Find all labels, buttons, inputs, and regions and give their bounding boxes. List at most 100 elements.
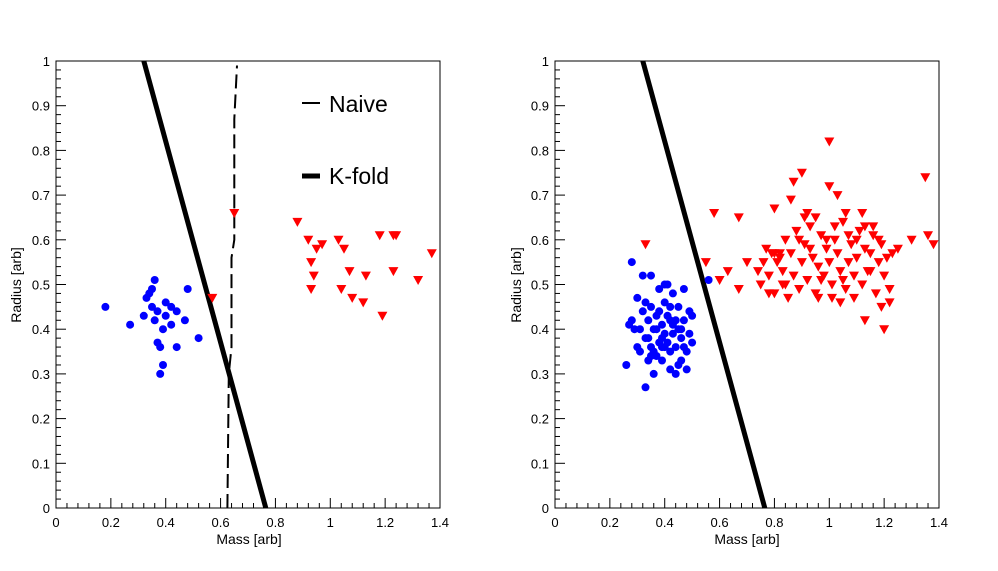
data-point-triangle	[709, 209, 720, 218]
data-point-circle	[658, 320, 666, 329]
data-point-circle	[636, 325, 644, 334]
data-point-triangle	[838, 276, 848, 285]
data-point-triangle	[714, 276, 725, 285]
x-tick-label: 1.2	[376, 515, 394, 530]
data-point-triangle	[799, 213, 810, 223]
data-point-circle	[148, 302, 156, 311]
y-tick-label: 0.5	[531, 278, 549, 293]
data-point-triangle	[840, 209, 851, 218]
y-tick-label: 0.4	[32, 322, 50, 337]
data-point-triangle	[780, 280, 791, 290]
data-point-circle	[658, 343, 666, 352]
data-point-triangle	[292, 217, 303, 227]
data-point-circle	[671, 369, 680, 378]
y-tick-label: 0.7	[32, 188, 50, 203]
data-point-circle	[180, 316, 189, 325]
data-point-triangle	[813, 293, 824, 303]
data-point-circle	[194, 334, 203, 343]
data-point-circle	[153, 307, 162, 316]
data-point-triangle	[829, 222, 840, 232]
y-tick-label: 0.6	[32, 233, 50, 248]
x-tick-label: 1.4	[930, 515, 948, 530]
x-tick-label: 1	[327, 515, 334, 530]
data-point-triangle	[813, 262, 824, 272]
data-point-triangle	[857, 280, 868, 290]
data-point-circle	[685, 329, 694, 338]
data-point-circle	[674, 302, 683, 311]
data-point-triangle	[303, 235, 314, 245]
naive-boundary-line	[226, 65, 238, 509]
data-point-triangle	[785, 249, 796, 259]
data-point-circle	[658, 334, 666, 343]
data-point-triangle	[339, 244, 349, 254]
y-tick-label: 0.9	[32, 99, 50, 114]
y-tick-label: 0.1	[32, 456, 50, 471]
data-point-circle	[167, 302, 176, 311]
data-point-triangle	[780, 235, 791, 245]
data-point-circle	[630, 325, 639, 334]
data-point-circle	[183, 285, 192, 293]
data-point-triangle	[846, 240, 857, 250]
data-point-circle	[658, 356, 666, 365]
data-point-triangle	[857, 209, 868, 218]
data-point-triangle	[358, 298, 369, 308]
data-point-triangle	[807, 253, 818, 263]
x-tick-label: 0.4	[157, 515, 175, 530]
x-tick-label: 0.4	[656, 515, 674, 530]
data-point-circle	[682, 365, 691, 374]
data-point-triangle	[753, 267, 763, 277]
legend: Naive K-fold	[302, 91, 389, 189]
data-point-triangle	[769, 204, 780, 214]
data-point-circle	[666, 316, 675, 325]
y-tick-label: 0.7	[531, 188, 549, 203]
data-point-triangle	[821, 235, 832, 245]
data-point-triangle	[838, 217, 848, 227]
data-point-circle	[633, 293, 642, 302]
data-point-triangle	[870, 289, 881, 299]
data-point-triangle	[763, 289, 774, 299]
data-point-triangle	[884, 298, 895, 308]
data-point-triangle	[805, 222, 816, 232]
data-point-triangle	[774, 253, 785, 263]
data-point-circle	[126, 320, 135, 329]
data-point-triangle	[377, 311, 388, 321]
data-point-circle	[638, 307, 647, 316]
y-axis-label: Radius [arb]	[508, 247, 524, 322]
data-point-circle	[638, 271, 647, 280]
data-point-triangle	[928, 240, 939, 250]
data-point-triangle	[840, 285, 851, 294]
data-point-circle	[101, 302, 110, 311]
data-point-circle	[647, 271, 655, 280]
data-point-triangle	[859, 244, 870, 254]
data-point-circle	[660, 298, 669, 307]
data-point-triangle	[347, 293, 358, 303]
data-point-triangle	[311, 244, 322, 254]
data-point-circle	[671, 343, 680, 352]
data-point-triangle	[700, 258, 711, 268]
x-tick-label: 0	[52, 515, 59, 530]
data-point-triangle	[640, 240, 651, 250]
data-point-triangle	[923, 231, 933, 241]
data-point-circle	[671, 316, 680, 325]
data-point-triangle	[229, 209, 240, 218]
data-point-circle	[668, 329, 677, 338]
data-point-circle	[679, 285, 688, 293]
x-axis-label: Mass [arb]	[714, 531, 779, 547]
data-point-triangle	[865, 267, 876, 277]
data-point-triangle	[865, 249, 876, 259]
data-point-triangle	[333, 235, 344, 245]
data-point-triangle	[920, 173, 931, 183]
kfold-boundary-line	[640, 60, 768, 509]
data-point-circle	[622, 361, 631, 369]
data-point-triangle	[832, 191, 843, 201]
data-point-triangle	[785, 195, 796, 205]
data-point-triangle	[873, 235, 884, 245]
data-point-triangle	[832, 249, 843, 259]
data-point-triangle	[851, 235, 862, 245]
left-chart-panel: 0 0.2 0.4 0.6 0.8 1 1.2 1.4 0 0.1 0.2 0.3 0.4 0.5 0.6 0…	[8, 54, 449, 547]
data-point-triangle	[881, 253, 892, 263]
data-point-triangle	[827, 280, 837, 290]
data-point-circle	[161, 311, 170, 320]
x-tick-label: 0.2	[601, 515, 619, 530]
data-point-triangle	[810, 213, 821, 223]
